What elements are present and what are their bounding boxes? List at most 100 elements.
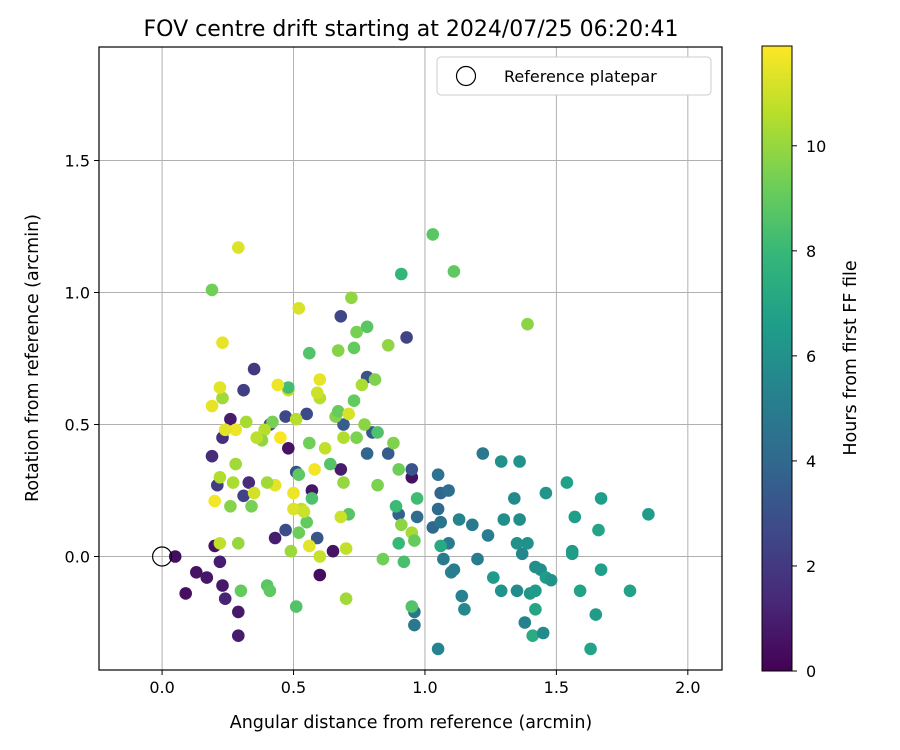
data-point bbox=[242, 476, 256, 489]
data-point bbox=[213, 555, 227, 569]
colorbar-label: Hours from first FF file bbox=[841, 260, 861, 455]
data-point bbox=[216, 336, 229, 350]
data-point bbox=[529, 603, 542, 616]
data-point bbox=[208, 494, 221, 508]
data-point bbox=[331, 405, 345, 418]
data-point bbox=[466, 518, 479, 532]
data-point bbox=[334, 510, 348, 524]
data-point bbox=[513, 455, 526, 468]
data-point bbox=[521, 537, 534, 550]
data-point bbox=[387, 436, 400, 450]
data-point bbox=[594, 492, 608, 505]
colorbar-tick-label: 4 bbox=[806, 452, 816, 471]
data-point bbox=[458, 603, 471, 616]
data-point bbox=[408, 534, 421, 547]
data-point bbox=[284, 544, 298, 558]
data-point bbox=[232, 537, 245, 550]
data-point bbox=[205, 399, 219, 413]
data-point bbox=[642, 508, 655, 521]
data-point bbox=[179, 587, 192, 600]
data-point bbox=[205, 449, 219, 463]
data-point bbox=[303, 436, 316, 450]
data-point bbox=[442, 484, 455, 497]
data-point bbox=[260, 476, 274, 489]
data-point bbox=[190, 566, 203, 579]
data-point bbox=[339, 542, 353, 555]
data-point bbox=[410, 492, 424, 505]
x-tick-label: 0.5 bbox=[281, 678, 306, 697]
data-point bbox=[487, 571, 500, 584]
data-point bbox=[434, 539, 448, 553]
data-point bbox=[247, 362, 261, 376]
data-point bbox=[565, 547, 579, 561]
data-point bbox=[368, 373, 382, 386]
data-point bbox=[395, 267, 408, 281]
data-point bbox=[447, 563, 461, 576]
data-point bbox=[258, 423, 271, 437]
data-points bbox=[168, 228, 655, 656]
data-point bbox=[526, 629, 539, 642]
data-point bbox=[371, 478, 384, 492]
data-point bbox=[313, 568, 327, 582]
data-point bbox=[300, 407, 314, 421]
data-point bbox=[289, 600, 303, 613]
data-point bbox=[431, 468, 445, 482]
x-tick-label: 0.0 bbox=[149, 678, 174, 697]
data-point bbox=[303, 346, 316, 360]
data-point bbox=[494, 455, 508, 468]
data-point bbox=[437, 552, 450, 566]
data-point bbox=[289, 412, 303, 426]
grid bbox=[99, 47, 722, 670]
colorbar-gradient bbox=[762, 46, 792, 671]
x-axis-label: Angular distance from reference (arcmin) bbox=[230, 713, 593, 733]
data-point bbox=[282, 381, 295, 394]
data-point bbox=[584, 642, 597, 656]
data-point bbox=[381, 447, 395, 460]
y-tick-label: 1.5 bbox=[65, 152, 90, 171]
data-point bbox=[245, 500, 258, 513]
data-point bbox=[426, 228, 440, 241]
data-point bbox=[434, 515, 448, 529]
data-point bbox=[397, 555, 411, 569]
data-point bbox=[410, 510, 424, 524]
data-point bbox=[392, 537, 406, 550]
data-point bbox=[213, 381, 227, 394]
data-point bbox=[395, 518, 408, 532]
data-point bbox=[360, 320, 374, 334]
data-point bbox=[305, 492, 319, 505]
reference-point bbox=[151, 546, 173, 567]
data-point bbox=[447, 265, 461, 278]
colorbar-tick-label: 10 bbox=[806, 137, 826, 156]
data-point bbox=[431, 642, 445, 656]
data-point bbox=[494, 584, 508, 598]
data-point bbox=[300, 515, 314, 529]
data-point bbox=[282, 442, 295, 455]
data-point bbox=[345, 291, 358, 305]
data-point bbox=[508, 492, 521, 505]
data-point bbox=[529, 584, 542, 598]
data-point bbox=[216, 391, 229, 405]
legend-label: Reference platepar bbox=[504, 67, 657, 86]
data-point bbox=[405, 600, 419, 613]
data-point bbox=[381, 339, 395, 352]
data-point bbox=[337, 476, 350, 489]
data-point bbox=[405, 463, 419, 476]
data-point bbox=[455, 589, 469, 603]
data-point bbox=[594, 563, 608, 576]
plot-area bbox=[98, 46, 723, 671]
colorbar-tick-label: 0 bbox=[806, 662, 816, 681]
data-point bbox=[279, 523, 292, 537]
data-point bbox=[308, 463, 321, 476]
data-point bbox=[521, 317, 534, 331]
data-point bbox=[471, 552, 484, 566]
data-point bbox=[200, 571, 214, 584]
reference-marker bbox=[151, 546, 173, 567]
x-axis-ticks: 0.0 0.5 1.0 1.5 2.0 bbox=[149, 670, 701, 697]
data-point bbox=[224, 412, 237, 426]
data-point bbox=[334, 310, 348, 323]
data-point bbox=[237, 489, 250, 503]
data-point bbox=[392, 463, 406, 476]
colorbar-tick-label: 8 bbox=[806, 242, 816, 261]
data-point bbox=[544, 573, 558, 587]
